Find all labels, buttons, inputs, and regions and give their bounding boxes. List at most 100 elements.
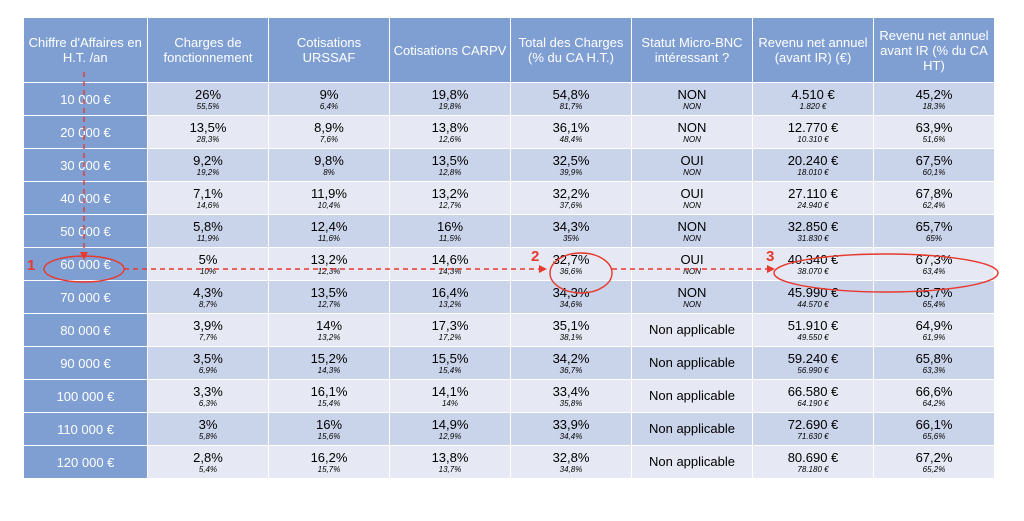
cell-statut-value: Non applicable — [648, 388, 735, 403]
cell-revenu-main: 66.580 € — [787, 383, 839, 399]
cell-pct-sub: 18,3% — [922, 101, 946, 111]
cell-urssaf-main: 13,2% — [310, 251, 348, 267]
cell-charges-sub: 5,8% — [198, 431, 218, 441]
cell-carpv-sub: 11,5% — [438, 233, 462, 243]
cell-urssaf-sub: 11,6% — [317, 233, 341, 243]
cell-total-sub: 34,4% — [559, 431, 583, 441]
cell-revenu-main: 72.690 € — [787, 416, 839, 432]
cell-charges: 5% 10% — [147, 247, 269, 281]
cell-total: 34,3% 34,6% — [510, 280, 632, 314]
cell-pct-sub: 60,1% — [922, 167, 946, 177]
cell-carpv-main: 13,8% — [431, 449, 469, 465]
cell-revenu-sub: 10.310 € — [797, 134, 829, 144]
cell-charges-sub: 6,9% — [198, 365, 218, 375]
cell-charges-main: 2,8% — [193, 449, 223, 465]
cell-revenu-main: 45.990 € — [787, 284, 839, 300]
cell-revenu: 20.240 €18.010 € — [752, 148, 874, 182]
cell-pct: 65,8% 63,3% — [873, 346, 995, 380]
cell-ca: 30 000 € — [23, 148, 148, 182]
cell-total-sub: 48,4% — [559, 134, 583, 144]
cell-total-sub: 36,7% — [559, 365, 583, 375]
cell-revenu: 4.510 €1.820 € — [752, 82, 874, 116]
cell-pct-sub: 63,4% — [922, 266, 946, 276]
cell-carpv: 13,2% 12,7% — [389, 181, 511, 215]
cell-ca: 70 000 € — [23, 280, 148, 314]
cell-charges-main: 3,3% — [193, 383, 223, 399]
cell-total-main: 32,8% — [552, 449, 590, 465]
table-container: Chiffre d'Affaires en H.T. /an Charges d… — [23, 18, 995, 479]
cell-charges: 7,1% 14,6% — [147, 181, 269, 215]
cell-urssaf: 14% 13,2% — [268, 313, 390, 347]
cell-carpv-sub: 13,2% — [438, 299, 462, 309]
cell-urssaf-sub: 15,4% — [317, 398, 341, 408]
cell-urssaf-sub: 6,4% — [319, 101, 339, 111]
annotation-label-2: 2 — [531, 248, 540, 265]
cell-pct-main: 67,2% — [915, 449, 953, 465]
cell-urssaf-sub: 13,2% — [317, 332, 341, 342]
cell-statut: Non applicable — [631, 313, 753, 347]
table-row: 110 000 €3% 5,8% 16% 15,6% 14,9% 12,9% 33,9% 34… — [23, 412, 995, 446]
cell-charges-sub: 10% — [199, 266, 216, 276]
cell-charges: 5,8% 11,9% — [147, 214, 269, 248]
cell-pct-sub: 65,6% — [922, 431, 946, 441]
cell-ca: 40 000 € — [23, 181, 148, 215]
cell-total-sub: 36,6% — [559, 266, 583, 276]
cell-carpv-main: 14,6% — [431, 251, 469, 267]
cell-carpv-main: 13,8% — [431, 119, 469, 135]
cell-revenu: 72.690 €71.630 € — [752, 412, 874, 446]
cell-charges-main: 3,5% — [193, 350, 223, 366]
cell-charges: 9,2% 19,2% — [147, 148, 269, 182]
cell-carpv-main: 16,4% — [431, 284, 469, 300]
header-ca: Chiffre d'Affaires en H.T. /an — [23, 18, 148, 83]
cell-pct-main: 64,9% — [915, 317, 953, 333]
cell-revenu: 32.850 €31.830 € — [752, 214, 874, 248]
annotation-label-1: 1 — [27, 257, 36, 274]
cell-total-main: 35,1% — [552, 317, 590, 333]
cell-charges-sub: 8,7% — [198, 299, 218, 309]
cell-urssaf-main: 15,2% — [310, 350, 348, 366]
cell-pct-main: 67,3% — [915, 251, 953, 267]
cell-urssaf-main: 16,2% — [310, 449, 348, 465]
cell-urssaf: 12,4% 11,6% — [268, 214, 390, 248]
cell-statut-main: NON — [677, 218, 707, 234]
cell-total-sub: 39,9% — [559, 167, 583, 177]
cell-urssaf-main: 16% — [315, 416, 343, 432]
cell-pct-sub: 64,2% — [922, 398, 946, 408]
header-charges: Charges de fonctionnement — [147, 18, 269, 83]
cell-carpv-main: 14,9% — [431, 416, 469, 432]
cell-carpv: 19,8% 19,8% — [389, 82, 511, 116]
cell-revenu-sub: 78.180 € — [797, 464, 829, 474]
cell-statut: NON NON — [631, 82, 753, 116]
cell-charges-sub: 5,4% — [198, 464, 218, 474]
cell-total-sub: 34,8% — [559, 464, 583, 474]
cell-total-main: 32,2% — [552, 185, 590, 201]
cell-pct: 64,9% 61,9% — [873, 313, 995, 347]
cell-revenu-sub: 38.070 € — [797, 266, 829, 276]
cell-revenu: 80.690 €78.180 € — [752, 445, 874, 479]
cell-charges-sub: 11,9% — [196, 233, 220, 243]
cell-total-sub: 37,6% — [559, 200, 583, 210]
cell-charges: 3,5% 6,9% — [147, 346, 269, 380]
cell-pct: 66,6% 64,2% — [873, 379, 995, 413]
cell-statut: OUI NON — [631, 247, 753, 281]
table-row: 70 000 €4,3% 8,7% 13,5% 12,7% 16,4% 13,2% 34,3… — [23, 280, 995, 314]
cell-charges-main: 7,1% — [193, 185, 223, 201]
cell-carpv: 16,4% 13,2% — [389, 280, 511, 314]
cell-charges: 13,5% 28,3% — [147, 115, 269, 149]
cell-carpv-main: 13,5% — [431, 152, 469, 168]
cell-pct-sub: 65,4% — [922, 299, 946, 309]
cell-charges-main: 5% — [198, 251, 218, 267]
cell-urssaf: 11,9% 10,4% — [268, 181, 390, 215]
cell-carpv-main: 19,8% — [431, 86, 469, 102]
cell-urssaf: 8,9% 7,6% — [268, 115, 390, 149]
cell-pct-main: 65,8% — [915, 350, 953, 366]
cell-urssaf: 9,8% 8% — [268, 148, 390, 182]
cell-carpv-main: 17,3% — [431, 317, 469, 333]
cell-pct-sub: 61,9% — [922, 332, 946, 342]
cell-total-sub: 34,6% — [559, 299, 583, 309]
cell-carpv: 17,3% 17,2% — [389, 313, 511, 347]
cell-urssaf: 9% 6,4% — [268, 82, 390, 116]
cell-pct-main: 65,7% — [915, 284, 953, 300]
cell-total-main: 34,2% — [552, 350, 590, 366]
header-revenu-pct: Revenu net annuel avant IR (% du CA HT) — [873, 18, 995, 83]
